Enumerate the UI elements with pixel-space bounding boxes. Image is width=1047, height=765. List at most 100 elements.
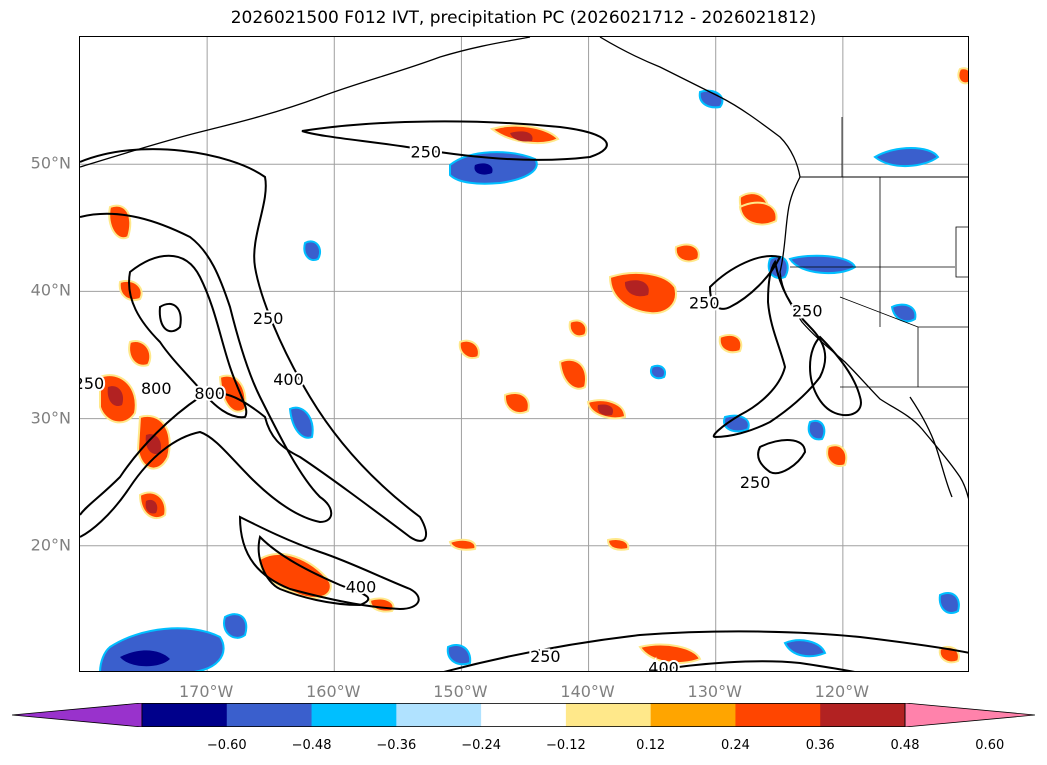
precip-negative-patch (788, 254, 857, 275)
latitude-label: 50°N (30, 153, 71, 173)
precip-negative-patch (449, 151, 538, 185)
precip-positive-patch (458, 339, 480, 359)
colorbar-extend-max (904, 703, 1035, 727)
map-title: 2026021500 F012 IVT, precipitation PC (2… (230, 8, 817, 28)
ivt-contour-250-tiny (757, 439, 807, 475)
contour-label: 400 (648, 659, 679, 672)
precip-negative-core (474, 163, 493, 175)
contour-label: 250 (740, 473, 771, 492)
precip-positive-patch (503, 392, 530, 414)
precip-negative-patch (223, 613, 248, 639)
coastlines (80, 37, 968, 500)
precip-negative-patch (938, 592, 960, 614)
colorbar-tick-label: 0.12 (636, 738, 666, 753)
precip-negative-core (120, 650, 170, 667)
precip-positive-patch (258, 552, 332, 599)
contour-label: 250 (253, 309, 284, 328)
colorbar-tick-label: −0.60 (206, 738, 247, 753)
precip-positive-patch (448, 538, 477, 551)
precip-negative-patch (99, 627, 225, 671)
colorbar-cell (650, 703, 736, 727)
precip-positive-patch (606, 538, 630, 551)
colorbar-extend-min (12, 703, 143, 727)
ivt-contour-250-north (301, 120, 608, 161)
longitude-label: 170°W (178, 682, 234, 701)
colorbar (12, 703, 1035, 727)
precip-positive-core (145, 499, 158, 514)
precip-positive-patch (108, 204, 132, 240)
longitude-label: 130°W (687, 682, 742, 701)
map-panel: 250 250 400 800 800 250 250 250 250 400 250 400 (79, 36, 969, 672)
colorbar-tick-label: −0.24 (461, 738, 502, 753)
latitude-label: 40°N (30, 280, 71, 300)
colorbar-tick-label: 0.36 (805, 738, 835, 753)
precip-positive-patch (674, 243, 700, 263)
colorbar-tick-label: −0.48 (291, 738, 332, 753)
precip-positive-patch (638, 643, 702, 664)
colorbar-cell (226, 703, 313, 727)
precip-positive-patch (510, 131, 533, 142)
ivt-contour-250-east (708, 255, 782, 310)
map-canvas: 250 250 400 800 800 250 250 250 250 400 250 400 (80, 37, 968, 672)
colorbar-tick-label: 0.48 (890, 738, 920, 753)
latitude-label: 20°N (30, 535, 71, 555)
precip-negative-patch (446, 644, 472, 666)
longitude-label: 160°W (306, 682, 361, 701)
precip-positive-core (597, 404, 614, 416)
ivt-contour-250-west (80, 148, 428, 542)
precip-negative-patch (807, 419, 826, 441)
precip-positive-patch (568, 319, 588, 338)
ivt-contour-800 (128, 254, 248, 419)
colorbar-cell (735, 703, 821, 727)
precip-positive-patch (738, 201, 778, 226)
contour-label: 400 (346, 577, 377, 596)
precip-positive-patch (558, 358, 587, 390)
precip-positive-patch (826, 444, 848, 467)
precip-negative-patch (650, 364, 666, 380)
contour-label: 800 (141, 379, 172, 398)
colorbar-tick-label: −0.12 (545, 738, 586, 753)
precip-positive-patch (128, 340, 152, 367)
precip-negative-patch (890, 303, 917, 323)
longitude-label: 140°W (560, 682, 615, 701)
contour-label: 250 (792, 301, 823, 320)
ivt-contours (80, 120, 968, 671)
ivt-contour-800-inner (158, 302, 182, 333)
colorbar-cell (311, 703, 397, 727)
longitude-label: 150°W (433, 682, 488, 701)
precip-positive-core (107, 386, 124, 407)
precip-negative-patch (288, 406, 314, 439)
ivt-contour-400-west (80, 212, 333, 538)
colorbar-cell (481, 703, 567, 727)
contour-label: 800 (194, 384, 225, 403)
colorbar-outline (141, 703, 906, 727)
longitude-label: 120°W (814, 682, 870, 701)
ivt-contour-400-bottom (645, 660, 855, 671)
colorbar-cell (142, 703, 228, 727)
colorbar-tick-label: 0.24 (720, 738, 750, 753)
precip-negative-patch (303, 240, 322, 261)
ivt-contour-250-arc (808, 335, 862, 417)
ivt-contour-250-south (238, 515, 420, 611)
precip-positive-patch (368, 597, 395, 613)
ivt-contour-250-bottom (443, 630, 968, 671)
colorbar-cell (820, 703, 906, 727)
precip-positive-patch (957, 67, 968, 85)
latitude-label: 30°N (30, 408, 71, 428)
precip-negative-patch (873, 147, 940, 168)
precip-shading (99, 67, 968, 671)
colorbar-tick-label: −0.36 (376, 738, 417, 753)
precip-negative-patch (783, 639, 827, 658)
contour-labels: 250 250 400 800 800 250 250 250 250 400 250 400 (80, 140, 825, 672)
contour-label: 400 (273, 370, 304, 389)
contour-label: 250 (411, 142, 442, 161)
precip-positive-patch (718, 333, 743, 354)
contour-label: 250 (80, 374, 104, 393)
graticule (80, 37, 968, 671)
contour-label: 250 (530, 647, 561, 666)
colorbar-tick-label: 0.60 (975, 738, 1005, 753)
contour-label: 250 (689, 294, 720, 313)
colorbar-cell (565, 703, 652, 727)
colorbar-cell (396, 703, 482, 727)
precip-positive-core (624, 280, 649, 297)
